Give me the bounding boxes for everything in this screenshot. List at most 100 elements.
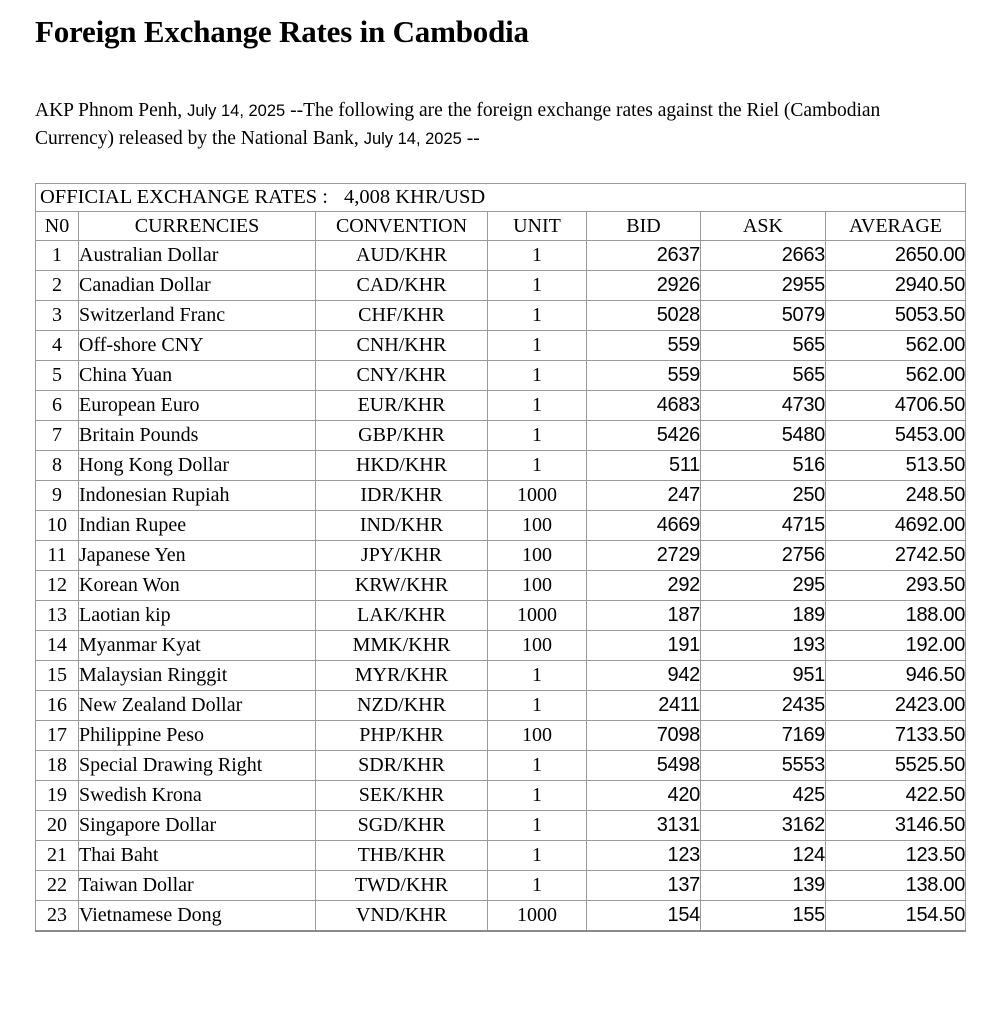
cell-bid: 187 xyxy=(586,600,701,631)
cell-ask: 425 xyxy=(700,780,826,811)
cell-currency-name: Myanmar Kyat xyxy=(78,630,316,661)
table-row: 8 Hong Kong Dollar HKD/KHR 1 511 516 513… xyxy=(35,450,967,481)
cell-currency-name: Special Drawing Right xyxy=(78,750,316,781)
cell-unit: 100 xyxy=(487,720,587,751)
cell-ask: 4715 xyxy=(700,510,826,541)
intro-date-2: July 14, 2025 xyxy=(363,130,462,148)
cell-convention: CNH/KHR xyxy=(315,330,488,361)
cell-unit: 1 xyxy=(487,300,587,331)
cell-currency-name: Canadian Dollar xyxy=(78,270,316,301)
cell-convention: THB/KHR xyxy=(315,840,488,871)
table-row: 1 Australian Dollar AUD/KHR 1 2637 2663 … xyxy=(35,240,967,271)
cell-convention: LAK/KHR xyxy=(315,600,488,631)
cell-convention: SGD/KHR xyxy=(315,810,488,841)
cell-bid: 2926 xyxy=(586,270,701,301)
cell-bid: 559 xyxy=(586,330,701,361)
exchange-rates-table: OFFICIAL EXCHANGE RATES : 4,008 KHR/USD N… xyxy=(34,183,967,932)
cell-ask: 2955 xyxy=(700,270,826,301)
cell-row-number: 9 xyxy=(35,480,79,511)
cell-convention: VND/KHR xyxy=(315,900,488,932)
cell-unit: 1 xyxy=(487,810,587,841)
cell-bid: 3131 xyxy=(586,810,701,841)
intro-date-1: July 14, 2025 xyxy=(187,102,286,120)
column-header-bid: BID xyxy=(586,211,701,241)
cell-row-number: 21 xyxy=(35,840,79,871)
cell-convention: NZD/KHR xyxy=(315,690,488,721)
cell-unit: 1 xyxy=(487,450,587,481)
cell-unit: 100 xyxy=(487,510,587,541)
official-rate-row: OFFICIAL EXCHANGE RATES : 4,008 KHR/USD xyxy=(34,183,967,212)
cell-convention: TWD/KHR xyxy=(315,870,488,901)
cell-convention: HKD/KHR xyxy=(315,450,488,481)
column-header-unit: UNIT xyxy=(487,211,587,241)
cell-convention: SEK/KHR xyxy=(315,780,488,811)
cell-convention: IND/KHR xyxy=(315,510,488,541)
cell-ask: 565 xyxy=(700,360,826,391)
cell-average: 192.00 xyxy=(824,630,967,661)
cell-ask: 516 xyxy=(700,450,826,481)
cell-ask: 951 xyxy=(700,660,826,691)
cell-unit: 1 xyxy=(487,750,587,781)
table-row: 21 Thai Baht THB/KHR 1 123 124 123.50 xyxy=(35,840,967,871)
cell-currency-name: Laotian kip xyxy=(78,600,316,631)
table-row: 22 Taiwan Dollar TWD/KHR 1 137 139 138.0… xyxy=(35,870,967,901)
cell-average: 2423.00 xyxy=(824,690,967,721)
cell-row-number: 12 xyxy=(35,570,79,601)
cell-row-number: 5 xyxy=(35,360,79,391)
table-row: 3 Switzerland Franc CHF/KHR 1 5028 5079 … xyxy=(35,300,967,331)
cell-convention: MMK/KHR xyxy=(315,630,488,661)
cell-average: 946.50 xyxy=(824,660,967,691)
cell-ask: 3162 xyxy=(700,810,826,841)
cell-ask: 139 xyxy=(700,870,826,901)
cell-average: 4706.50 xyxy=(824,390,967,421)
table-row: 10 Indian Rupee IND/KHR 100 4669 4715 46… xyxy=(35,510,967,541)
cell-row-number: 17 xyxy=(35,720,79,751)
cell-row-number: 4 xyxy=(35,330,79,361)
cell-row-number: 22 xyxy=(35,870,79,901)
table-row: 4 Off-shore CNY CNH/KHR 1 559 565 562.00 xyxy=(35,330,967,361)
cell-unit: 100 xyxy=(487,540,587,571)
cell-row-number: 10 xyxy=(35,510,79,541)
table-row: 7 Britain Pounds GBP/KHR 1 5426 5480 545… xyxy=(35,420,967,451)
cell-ask: 5480 xyxy=(700,420,826,451)
cell-currency-name: Korean Won xyxy=(78,570,316,601)
cell-row-number: 7 xyxy=(35,420,79,451)
cell-row-number: 1 xyxy=(35,240,79,271)
table-row: 19 Swedish Krona SEK/KHR 1 420 425 422.5… xyxy=(35,780,967,811)
cell-bid: 5028 xyxy=(586,300,701,331)
intro-text-2: --The following are the foreign exchange… xyxy=(35,100,881,149)
cell-currency-name: Singapore Dollar xyxy=(78,810,316,841)
cell-average: 513.50 xyxy=(824,450,967,481)
cell-ask: 295 xyxy=(700,570,826,601)
cell-convention: CHF/KHR xyxy=(315,300,488,331)
cell-bid: 2637 xyxy=(586,240,701,271)
cell-unit: 1000 xyxy=(487,600,587,631)
cell-currency-name: Off-shore CNY xyxy=(78,330,316,361)
cell-average: 248.50 xyxy=(824,480,967,511)
cell-bid: 559 xyxy=(586,360,701,391)
cell-unit: 100 xyxy=(487,570,587,601)
cell-unit: 1 xyxy=(487,270,587,301)
cell-unit: 1 xyxy=(487,690,587,721)
cell-bid: 154 xyxy=(586,900,701,932)
cell-row-number: 16 xyxy=(35,690,79,721)
cell-bid: 4669 xyxy=(586,510,701,541)
cell-ask: 4730 xyxy=(700,390,826,421)
cell-currency-name: Malaysian Ringgit xyxy=(78,660,316,691)
cell-convention: EUR/KHR xyxy=(315,390,488,421)
cell-unit: 1 xyxy=(487,330,587,361)
column-header-average: AVERAGE xyxy=(824,211,967,241)
table-row: 11 Japanese Yen JPY/KHR 100 2729 2756 27… xyxy=(35,540,967,571)
cell-convention: GBP/KHR xyxy=(315,420,488,451)
table-row: 23 Vietnamese Dong VND/KHR 1000 154 155 … xyxy=(35,900,967,932)
cell-currency-name: Britain Pounds xyxy=(78,420,316,451)
cell-average: 2650.00 xyxy=(824,240,967,271)
cell-bid: 420 xyxy=(586,780,701,811)
cell-currency-name: Indonesian Rupiah xyxy=(78,480,316,511)
cell-bid: 247 xyxy=(586,480,701,511)
cell-ask: 124 xyxy=(700,840,826,871)
cell-average: 3146.50 xyxy=(824,810,967,841)
cell-row-number: 2 xyxy=(35,270,79,301)
table-row: 14 Myanmar Kyat MMK/KHR 100 191 193 192.… xyxy=(35,630,967,661)
cell-convention: CNY/KHR xyxy=(315,360,488,391)
